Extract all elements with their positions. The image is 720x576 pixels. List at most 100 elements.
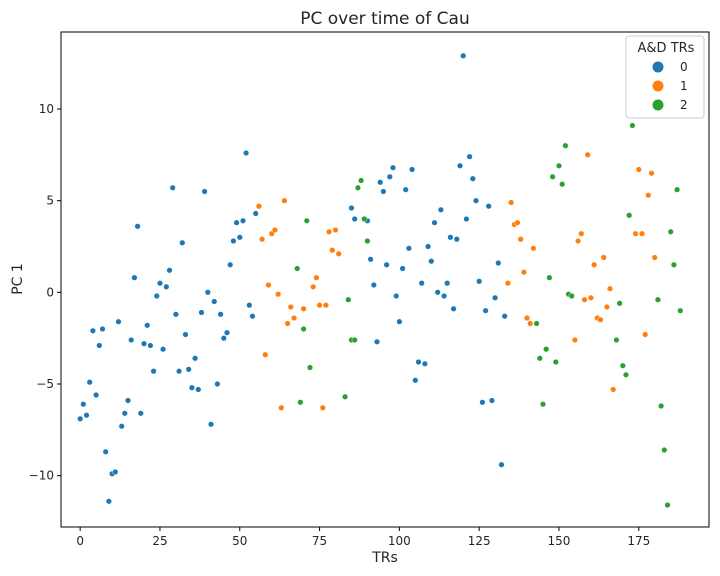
- data-point-series-1: [648, 170, 655, 177]
- data-point-series-1: [591, 261, 598, 268]
- data-point-series-0: [182, 331, 189, 338]
- data-point-series-1: [313, 274, 320, 281]
- data-point-series-0: [102, 448, 109, 455]
- data-point-series-0: [77, 415, 84, 422]
- data-point-series-0: [147, 342, 154, 349]
- data-point-series-2: [358, 177, 365, 184]
- data-point-series-0: [169, 184, 176, 191]
- data-point-series-1: [578, 230, 585, 237]
- data-point-series-1: [262, 351, 269, 358]
- data-point-series-2: [629, 122, 636, 129]
- y-tick-label: −5: [36, 377, 54, 391]
- data-point-series-0: [220, 335, 227, 342]
- data-point-series-1: [581, 296, 588, 303]
- data-point-series-0: [249, 313, 256, 320]
- chart-title: PC over time of Cau: [300, 9, 470, 29]
- data-point-series-2: [658, 403, 665, 410]
- data-point-series-2: [677, 307, 684, 314]
- data-point-series-0: [415, 359, 422, 366]
- data-point-series-0: [227, 261, 234, 268]
- data-point-series-1: [639, 230, 646, 237]
- data-point-series-1: [603, 304, 610, 311]
- data-point-series-2: [533, 320, 540, 327]
- data-point-series-1: [332, 226, 339, 233]
- data-point-series-0: [367, 256, 374, 263]
- data-point-series-0: [434, 289, 441, 296]
- data-point-series-0: [112, 469, 119, 476]
- data-point-series-0: [214, 381, 221, 388]
- data-point-series-0: [444, 280, 451, 287]
- data-point-series-0: [188, 384, 195, 391]
- data-point-series-0: [390, 164, 397, 171]
- data-point-series-0: [115, 318, 122, 325]
- data-point-series-1: [645, 192, 652, 199]
- data-point-series-0: [86, 379, 93, 386]
- data-point-series-2: [626, 212, 633, 219]
- data-point-series-0: [495, 260, 502, 267]
- data-point-series-2: [661, 447, 668, 454]
- data-point-series-0: [492, 294, 499, 301]
- data-point-series-0: [460, 52, 467, 59]
- data-point-series-2: [670, 261, 677, 268]
- data-point-series-2: [654, 296, 661, 303]
- data-point-series-0: [377, 179, 384, 186]
- x-tick-label: 50: [232, 534, 247, 548]
- data-point-series-1: [527, 320, 534, 327]
- data-point-series-2: [616, 300, 623, 307]
- y-axis: −10 −5 0 5 10: [29, 102, 61, 483]
- data-point-series-0: [370, 282, 377, 289]
- data-point-series-0: [457, 162, 464, 169]
- data-point-series-0: [131, 274, 138, 281]
- data-point-series-2: [619, 362, 626, 369]
- data-point-series-0: [473, 197, 480, 204]
- data-point-series-1: [642, 331, 649, 338]
- legend-label-0: 0: [680, 60, 688, 74]
- data-point-series-2: [546, 274, 553, 281]
- data-point-series-0: [383, 261, 390, 268]
- data-point-series-0: [246, 302, 253, 309]
- data-point-series-0: [476, 278, 483, 285]
- data-point-series-0: [134, 223, 141, 230]
- data-point-series-2: [297, 399, 304, 406]
- data-point-series-1: [259, 236, 266, 243]
- data-point-series-0: [223, 329, 230, 336]
- data-point-series-1: [651, 254, 658, 261]
- legend-entries: 0 1 2: [652, 60, 688, 112]
- data-point-series-2: [536, 355, 543, 362]
- data-point-series-0: [150, 368, 157, 375]
- plot-area-frame: [60, 31, 710, 528]
- data-point-series-0: [498, 461, 505, 468]
- x-tick-label: 175: [627, 534, 650, 548]
- data-point-series-0: [105, 498, 112, 505]
- data-point-series-0: [441, 293, 448, 300]
- y-tick-label: 10: [39, 102, 54, 116]
- data-point-series-1: [271, 226, 278, 233]
- data-point-series-0: [140, 340, 147, 347]
- data-point-series-0: [230, 237, 237, 244]
- data-point-series-2: [361, 215, 368, 222]
- data-point-series-1: [600, 254, 607, 261]
- data-point-series-0: [386, 173, 393, 180]
- data-point-series-0: [428, 258, 435, 265]
- data-point-series-2: [664, 502, 671, 509]
- data-point-series-1: [275, 291, 282, 298]
- data-point-series-0: [201, 188, 208, 195]
- data-point-series-0: [421, 360, 428, 367]
- data-point-series-0: [176, 368, 183, 375]
- data-point-series-1: [517, 236, 524, 243]
- data-point-series-1: [597, 316, 604, 323]
- data-point-series-0: [393, 293, 400, 300]
- data-point-series-0: [217, 311, 224, 318]
- data-point-series-0: [192, 355, 199, 362]
- data-point-series-0: [431, 219, 438, 226]
- data-point-series-1: [530, 245, 537, 252]
- data-point-series-2: [562, 142, 569, 149]
- data-point-series-1: [300, 305, 307, 312]
- data-point-series-1: [278, 404, 285, 411]
- data-point-series-1: [281, 197, 288, 204]
- data-point-series-0: [166, 267, 173, 274]
- data-point-series-1: [265, 282, 272, 289]
- data-point-series-2: [559, 181, 566, 188]
- x-tick-label: 125: [468, 534, 491, 548]
- data-point-series-0: [405, 245, 412, 252]
